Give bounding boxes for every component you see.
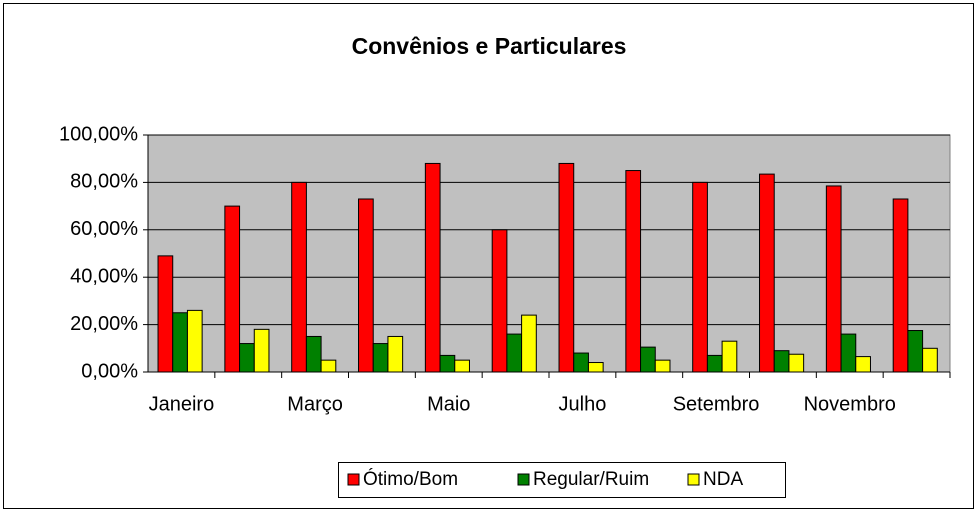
- bar: [625, 170, 642, 373]
- bar: [721, 340, 738, 373]
- legend-box: [338, 462, 786, 498]
- x-tick-label: Setembro: [673, 393, 760, 415]
- bar: [491, 229, 508, 373]
- bar: [773, 350, 790, 373]
- bar: [291, 181, 307, 373]
- bar: [892, 198, 909, 373]
- legend-swatch: [347, 473, 360, 486]
- y-tick-label: 40,00%: [70, 265, 138, 287]
- x-tick-label: Maio: [427, 393, 470, 415]
- bar: [788, 353, 805, 373]
- x-tick-label: Março: [287, 393, 343, 415]
- bar: [253, 328, 270, 373]
- bar: [855, 356, 871, 373]
- bar: [573, 352, 589, 373]
- chart-title: Convênios e Particulares: [352, 33, 627, 59]
- bar: [186, 309, 203, 373]
- legend-swatch: [687, 473, 700, 486]
- bar: [320, 359, 337, 373]
- bar: [172, 312, 188, 373]
- x-tick-label: Julho: [559, 393, 607, 415]
- bar: [922, 347, 938, 373]
- bar: [239, 343, 255, 373]
- y-tick-label: 0,00%: [81, 360, 138, 382]
- bar: [305, 335, 322, 373]
- bar: [840, 333, 857, 373]
- bar: [372, 343, 389, 373]
- bar: [759, 173, 775, 373]
- bar: [506, 333, 523, 373]
- bar: [706, 354, 723, 373]
- bar: [907, 330, 924, 373]
- bar: [454, 359, 470, 373]
- bar: [224, 205, 241, 373]
- bar: [387, 335, 404, 373]
- legend-label: Ótimo/Bom: [363, 468, 458, 490]
- legend-label: NDA: [703, 469, 743, 490]
- bar: [587, 362, 604, 373]
- bar: [439, 354, 456, 373]
- legend-label: Regular/Ruim: [533, 469, 649, 490]
- y-tick-label: 100,00%: [59, 123, 138, 145]
- y-tick-label: 20,00%: [70, 313, 138, 335]
- bar: [358, 198, 374, 373]
- y-tick-label: 60,00%: [70, 218, 138, 240]
- bar: [521, 314, 537, 373]
- legend-swatch: [517, 473, 530, 486]
- x-tick-label: Novembro: [804, 393, 896, 415]
- y-tick-label: 80,00%: [70, 171, 138, 193]
- bar: [157, 255, 174, 373]
- bar: [424, 162, 441, 373]
- bar: [640, 346, 656, 373]
- x-tick-label: Janeiro: [149, 393, 215, 415]
- bar: [825, 185, 842, 373]
- bar: [558, 162, 575, 373]
- bar: [654, 359, 671, 373]
- bar: [692, 181, 708, 373]
